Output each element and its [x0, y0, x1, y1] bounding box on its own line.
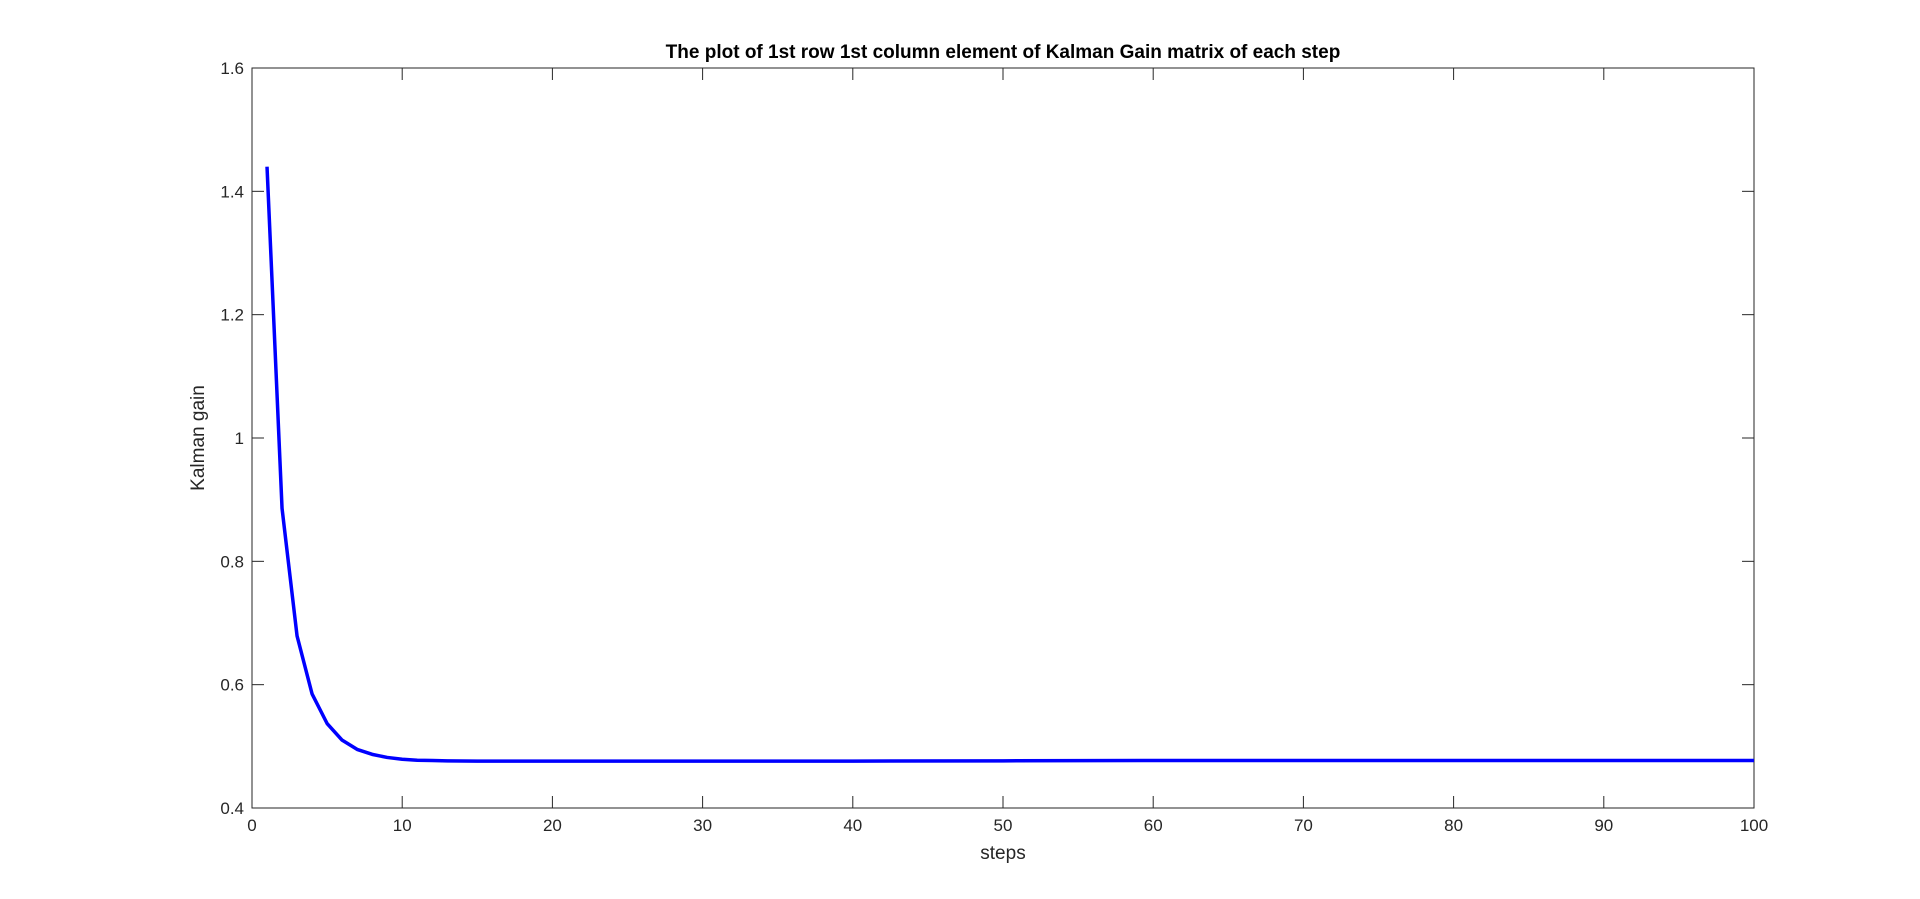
y-tick-label: 1.4	[220, 182, 244, 201]
x-tick-label: 90	[1594, 816, 1613, 835]
y-axis-label: Kalman gain	[188, 385, 209, 491]
x-tick-label: 0	[247, 816, 256, 835]
x-tick-label: 100	[1740, 816, 1768, 835]
series-line	[265, 166, 1754, 763]
y-tick-label: 1.2	[220, 306, 244, 325]
x-axis-label: steps	[980, 843, 1025, 864]
y-axis-ticks: 0.4 0.6 0.8 1 1.2 1.4 1.6	[220, 59, 1754, 818]
y-tick-label: 0.4	[220, 799, 244, 818]
x-tick-label: 80	[1444, 816, 1463, 835]
plot-area	[251, 67, 1755, 809]
chart-title: The plot of 1st row 1st column element o…	[666, 42, 1341, 63]
y-tick-label: 1	[235, 429, 244, 448]
y-tick-label: 0.8	[220, 552, 244, 571]
x-tick-label: 70	[1294, 816, 1313, 835]
x-tick-label: 20	[543, 816, 562, 835]
x-axis-ticks: 0 10 20 30 40 50 60 70 80 90 100	[247, 68, 1768, 835]
y-tick-label: 0.6	[220, 676, 244, 695]
x-tick-label: 60	[1144, 816, 1163, 835]
y-tick-label: 1.6	[220, 59, 244, 78]
x-tick-label: 40	[843, 816, 862, 835]
x-tick-label: 10	[393, 816, 412, 835]
series-layer	[265, 166, 1754, 763]
x-tick-label: 30	[693, 816, 712, 835]
x-tick-label: 50	[994, 816, 1013, 835]
